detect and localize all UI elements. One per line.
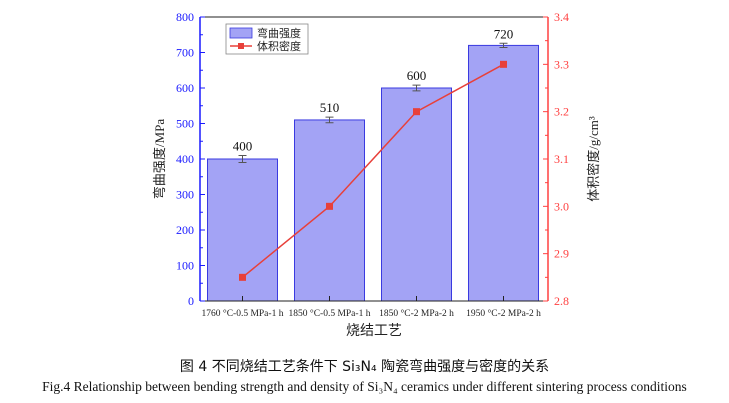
- right-tick-label: 3.3: [554, 57, 569, 71]
- left-tick-label: 700: [176, 46, 194, 60]
- density-point: [413, 108, 420, 116]
- caption-cn-formula: Si₃N₄: [342, 359, 377, 375]
- left-tick-label: 800: [176, 10, 194, 24]
- data-label: 720: [494, 26, 514, 41]
- legend-bar-label: 弯曲强度: [257, 26, 301, 40]
- right-tick-label: 3.0: [554, 199, 569, 213]
- x-tick-label: 1850 °C-2 MPa-2 h: [379, 308, 454, 319]
- bar: [468, 44, 539, 302]
- left-tick-label: 300: [176, 188, 194, 202]
- y2-axis-title: 体积密度/g/cm³: [586, 116, 601, 202]
- chart: 400 510 600 720 0 100 200 300 400 500 600 700 800 2.8…: [152, 10, 601, 339]
- error-bar: [412, 84, 421, 92]
- y-axis-title: 弯曲强度/MPa: [152, 119, 167, 199]
- data-label: 400: [233, 138, 253, 153]
- right-tick-label: 3.1: [554, 152, 569, 166]
- legend-line-label: 体积密度: [257, 39, 301, 53]
- caption-english: Fig.4 Relationship between bending stren…: [42, 379, 687, 394]
- bar: [381, 87, 452, 302]
- caption-chinese: 图 4 不同烧结工艺条件下 Si₃N₄ 陶瓷弯曲强度与密度的关系: [0, 356, 729, 376]
- left-tick-label: 100: [176, 259, 194, 273]
- left-tick-label: 400: [176, 152, 194, 166]
- right-tick-label: 3.4: [554, 10, 569, 24]
- right-tick-label: 3.2: [554, 105, 569, 119]
- density-point: [500, 60, 507, 68]
- density-point: [239, 273, 246, 281]
- left-tick-label: 200: [176, 223, 194, 237]
- x-tick-label: 1850 °C-0.5 MPa-1 h: [289, 308, 371, 319]
- legend-bar-swatch: [229, 27, 253, 39]
- left-tick-label: 0: [188, 294, 194, 308]
- error-bar: [499, 42, 508, 49]
- legend-line-marker: [238, 43, 244, 49]
- data-label: 510: [320, 100, 340, 115]
- caption-cn-suffix: 陶瓷弯曲强度与密度的关系: [376, 359, 550, 375]
- density-line: [242, 63, 504, 278]
- density-point: [326, 202, 333, 210]
- caption-cn-prefix: 图 4 不同烧结工艺条件下: [179, 359, 343, 375]
- error-bar: [325, 116, 334, 124]
- left-tick-label: 600: [176, 81, 194, 95]
- x-tick-label: 1760 °C-0.5 MPa-1 h: [202, 308, 284, 319]
- left-tick-label: 500: [176, 117, 194, 131]
- bar: [294, 119, 365, 302]
- error-bar: [238, 154, 247, 164]
- x-axis-title: 烧结工艺: [346, 323, 402, 339]
- data-label: 600: [407, 68, 427, 83]
- right-tick-label: 2.9: [554, 247, 569, 261]
- x-tick-label: 1950 °C-2 MPa-2 h: [466, 308, 541, 319]
- right-tick-label: 2.8: [554, 294, 569, 308]
